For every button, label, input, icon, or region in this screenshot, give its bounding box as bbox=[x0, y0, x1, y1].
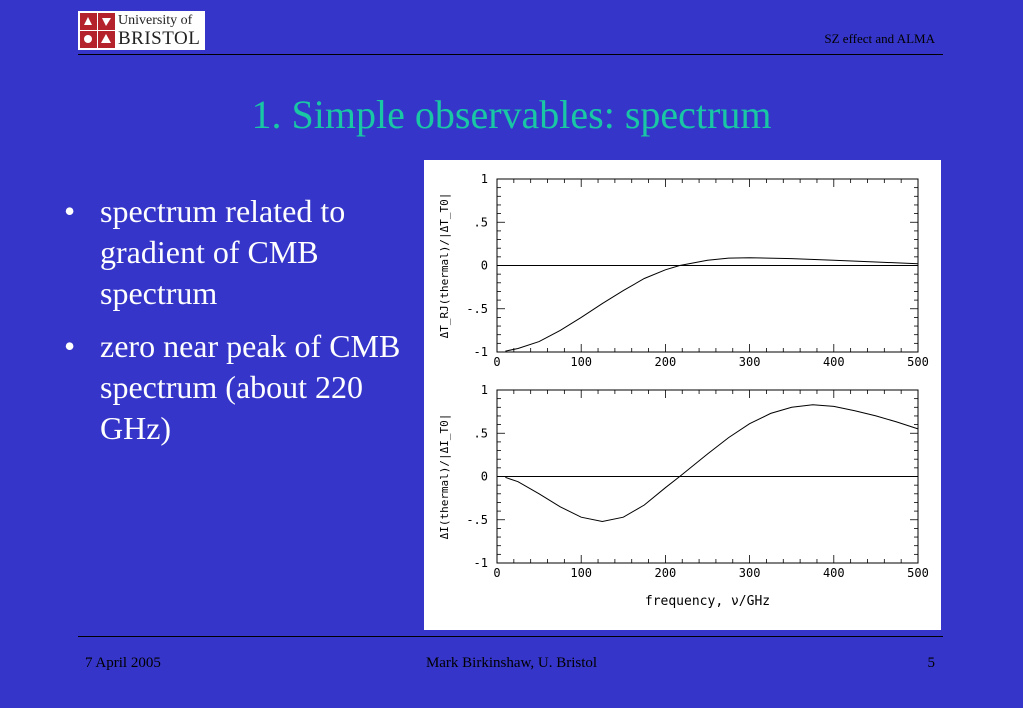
logo-text-university: University of bbox=[118, 13, 193, 28]
x-tick-label: 500 bbox=[907, 355, 929, 369]
x-tick-label: 300 bbox=[739, 566, 761, 580]
x-tick-label: 200 bbox=[655, 566, 677, 580]
footer-page-number: 5 bbox=[927, 655, 936, 671]
university-logo: University of BRISTOL bbox=[78, 11, 205, 50]
bullet-list: • spectrum related to gradient of CMB spe… bbox=[58, 191, 438, 461]
x-tick-label: 0 bbox=[493, 566, 500, 580]
x-tick-label: 0 bbox=[493, 355, 500, 369]
y-tick-label: -1 bbox=[474, 556, 488, 570]
y-tick-label: .5 bbox=[474, 426, 488, 440]
bullet-text: spectrum related to gradient of CMB spec… bbox=[100, 193, 346, 311]
series-line bbox=[505, 404, 919, 523]
y-axis-label: ΔI(thermal)/|ΔI_T0| bbox=[438, 414, 451, 540]
x-axis-label: frequency, ν/GHz bbox=[645, 594, 770, 609]
footer-author: Mark Birkinshaw, U. Bristol bbox=[425, 655, 598, 671]
y-tick-label: -.5 bbox=[466, 302, 488, 316]
x-tick-label: 200 bbox=[655, 355, 677, 369]
y-axis-label: ΔT_RJ(thermal)/|ΔT_T0| bbox=[438, 193, 451, 339]
header-divider bbox=[78, 54, 943, 55]
bristol-shield-icon bbox=[80, 13, 115, 48]
bullet-marker: • bbox=[64, 193, 76, 229]
bullet-item: • zero near peak of CMB spectrum (about 2… bbox=[58, 326, 438, 449]
x-tick-label: 100 bbox=[570, 355, 592, 369]
spectrum-figure: 0 100 200 300 400 500 1.5 0 -.5 -1 ΔT_RJ(thermal)/… bbox=[424, 160, 941, 630]
x-tick-label: 100 bbox=[570, 566, 592, 580]
y-tick-label: 0 bbox=[481, 470, 488, 484]
y-tick-label: 1 bbox=[481, 383, 488, 397]
footer-divider bbox=[78, 636, 943, 637]
x-tick-label: 400 bbox=[823, 355, 845, 369]
footer-date: 7 April 2005 bbox=[85, 655, 161, 671]
slide-title: 1. Simple observables: spectrum bbox=[251, 92, 772, 137]
y-tick-label: .5 bbox=[474, 215, 488, 229]
bullet-marker: • bbox=[64, 328, 76, 364]
y-tick-label: 1 bbox=[481, 172, 488, 186]
spectrum-plots: 0 100 200 300 400 5001.50-.5-1ΔT_RJ(thermal)/… bbox=[438, 172, 929, 609]
bullet-item: • spectrum related to gradient of CMB spe… bbox=[58, 191, 438, 314]
bullet-text: zero near peak of CMB spectrum (about 22… bbox=[100, 328, 401, 446]
header-topic: SZ effect and ALMA bbox=[824, 31, 935, 46]
y-tick-label: -1 bbox=[474, 345, 488, 359]
series-line bbox=[505, 257, 919, 352]
y-tick-label: 0 bbox=[481, 259, 488, 273]
x-tick-label: 400 bbox=[823, 566, 845, 580]
x-tick-label: 500 bbox=[907, 566, 929, 580]
x-tick-label: 300 bbox=[739, 355, 761, 369]
y-tick-label: -.5 bbox=[466, 513, 488, 527]
logo-text-bristol: BRISTOL bbox=[118, 28, 201, 49]
